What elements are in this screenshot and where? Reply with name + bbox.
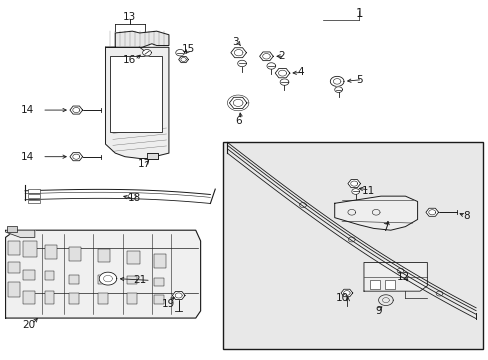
Polygon shape: [330, 76, 343, 86]
Polygon shape: [70, 106, 82, 114]
Bar: [22, 270, 35, 280]
Bar: [369, 280, 379, 289]
Polygon shape: [347, 180, 360, 188]
Text: 5: 5: [355, 75, 362, 85]
Bar: [44, 291, 54, 304]
Text: 8: 8: [462, 211, 468, 221]
Text: 2: 2: [277, 51, 284, 61]
Bar: [8, 241, 20, 255]
Text: 7: 7: [382, 224, 388, 233]
Text: 4: 4: [297, 67, 303, 77]
Polygon shape: [5, 230, 35, 237]
Bar: [154, 254, 166, 268]
Bar: [7, 226, 17, 232]
Bar: [127, 293, 137, 304]
Bar: [22, 241, 37, 257]
Text: 3: 3: [232, 37, 239, 47]
Text: 16: 16: [123, 55, 136, 65]
Bar: [127, 276, 137, 284]
Bar: [147, 153, 158, 159]
Text: 20: 20: [22, 320, 36, 330]
Bar: [127, 251, 140, 264]
Polygon shape: [351, 189, 359, 194]
Polygon shape: [5, 230, 200, 318]
Polygon shape: [280, 79, 288, 85]
Bar: [98, 293, 108, 304]
Bar: [8, 282, 20, 297]
Text: 18: 18: [128, 193, 141, 203]
Polygon shape: [237, 60, 246, 67]
Polygon shape: [230, 48, 246, 58]
Bar: [69, 275, 79, 284]
Polygon shape: [142, 49, 151, 56]
Bar: [27, 194, 40, 198]
Polygon shape: [172, 292, 184, 300]
Bar: [22, 291, 35, 304]
Text: 9: 9: [374, 306, 381, 316]
Text: 11: 11: [362, 186, 375, 196]
Polygon shape: [266, 63, 275, 69]
Polygon shape: [334, 196, 417, 230]
Text: 6: 6: [234, 116, 241, 126]
Polygon shape: [70, 153, 82, 161]
Bar: [110, 56, 161, 132]
Polygon shape: [425, 208, 438, 216]
Polygon shape: [105, 47, 168, 158]
Bar: [384, 280, 394, 289]
Text: 13: 13: [123, 12, 136, 22]
Text: 1: 1: [355, 7, 362, 20]
Text: 14: 14: [21, 152, 34, 162]
Text: 19: 19: [162, 299, 175, 309]
Bar: [27, 189, 40, 193]
Bar: [98, 249, 110, 262]
Polygon shape: [340, 289, 352, 297]
Bar: [69, 247, 81, 261]
Bar: [98, 275, 108, 284]
Polygon shape: [99, 272, 117, 285]
Polygon shape: [178, 57, 188, 63]
Bar: [154, 278, 163, 286]
Polygon shape: [176, 49, 184, 56]
Polygon shape: [363, 262, 427, 291]
Polygon shape: [229, 97, 246, 108]
Polygon shape: [334, 87, 342, 93]
Text: 12: 12: [396, 272, 409, 282]
Text: 15: 15: [182, 44, 195, 54]
Bar: [44, 271, 54, 280]
Text: 17: 17: [138, 159, 151, 169]
Text: 14: 14: [21, 105, 34, 115]
Bar: [222, 142, 483, 348]
Bar: [8, 262, 20, 273]
Text: 10: 10: [335, 293, 348, 303]
Text: 21: 21: [133, 275, 146, 285]
Polygon shape: [259, 52, 273, 60]
Polygon shape: [275, 68, 289, 78]
Bar: [69, 293, 79, 304]
Polygon shape: [105, 31, 168, 47]
Bar: [27, 200, 40, 203]
Bar: [44, 244, 57, 259]
Bar: [154, 295, 163, 304]
